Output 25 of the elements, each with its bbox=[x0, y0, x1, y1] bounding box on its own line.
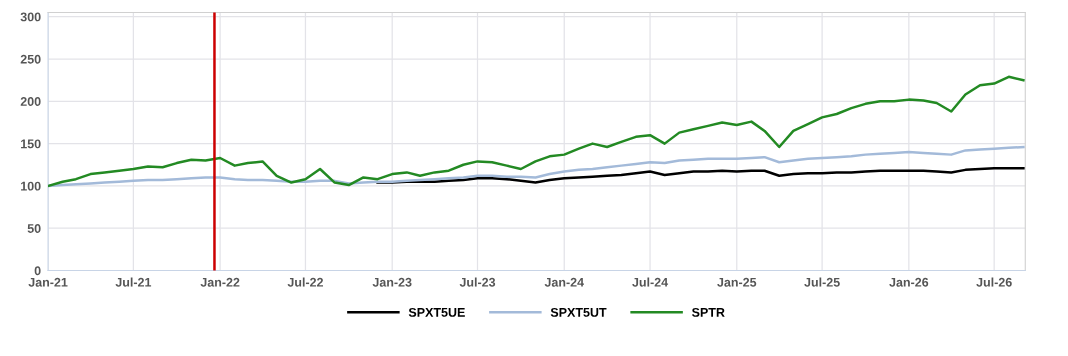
x-tick-label: Jan-25 bbox=[717, 277, 757, 287]
line-series bbox=[48, 145, 1025, 188]
legend-label: SPTR bbox=[691, 307, 725, 317]
line-series bbox=[48, 75, 1025, 188]
y-tick-label: 200 bbox=[20, 97, 41, 106]
y-tick-label: 50 bbox=[27, 224, 41, 233]
legend-label: SPXT5UE bbox=[408, 307, 465, 317]
x-tick-label: Jul-25 bbox=[804, 277, 840, 287]
x-tick-label: Jul-24 bbox=[632, 277, 669, 287]
x-tick-label: Jan-24 bbox=[544, 277, 584, 287]
y-tick-label: 150 bbox=[21, 139, 41, 149]
x-tick-label: Jan-22 bbox=[200, 277, 240, 287]
y-tick-label: 300 bbox=[20, 12, 41, 22]
line-series bbox=[376, 166, 1025, 184]
y-tick-label: 0 bbox=[34, 266, 41, 276]
x-tick-label: Jul-26 bbox=[976, 277, 1012, 287]
x-tick-label: Jan-23 bbox=[372, 277, 412, 287]
x-tick-label: Jan-26 bbox=[889, 277, 929, 287]
legend-label: SPXT5UT bbox=[550, 307, 607, 317]
x-tick-label: Jan-21 bbox=[28, 277, 68, 287]
x-tick-label: Jul-23 bbox=[459, 277, 496, 287]
x-tick-label: Jul-22 bbox=[287, 277, 324, 287]
y-tick-label: 250 bbox=[20, 54, 41, 64]
x-tick-label: Jul-21 bbox=[115, 277, 152, 287]
y-tick-label: 100 bbox=[21, 181, 41, 191]
